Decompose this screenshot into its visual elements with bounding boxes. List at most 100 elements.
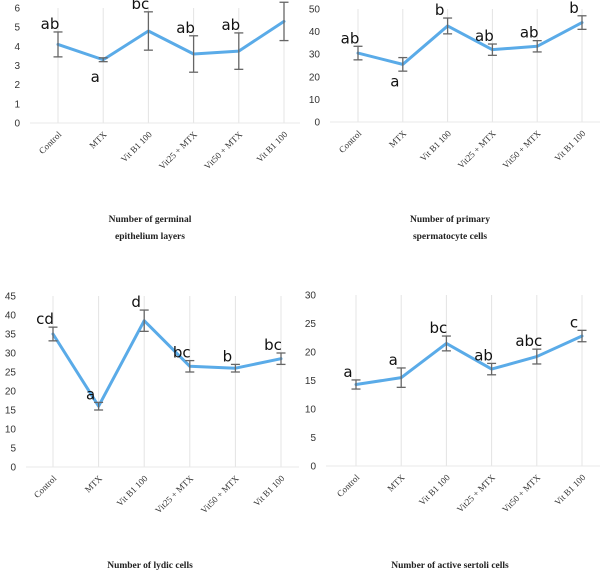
y-tick-label: 30 [5,349,17,360]
y-tick-label: 30 [309,50,321,61]
y-tick-label: 4 [14,42,20,53]
significance-label: b [223,347,233,365]
x-tick-label: Vit50 + MTX [199,473,241,515]
y-tick-label: 6 [14,4,20,15]
x-tick-label: Vit B1 100 [552,128,587,163]
y-tick-label: 40 [5,311,17,322]
y-tick-label: 3 [14,61,20,72]
x-tick-label: Control [32,473,59,500]
x-tick-label: Vit25 + MTX [456,128,498,170]
significance-label: bc [132,0,150,13]
y-tick-label: 0 [10,463,16,474]
significance-label: a [390,72,399,90]
x-tick-label: Vit B1 100 [418,128,453,163]
x-tick-label: Vit B1 100 [119,129,154,164]
significance-label: ab [341,29,360,47]
significance-label: a [343,363,352,381]
x-tick-label: Vit25 + MTX [455,472,497,514]
x-tick-label: Control [337,128,364,155]
y-tick-label: 20 [5,387,17,398]
x-tick-label: Vit B1 100 [417,472,452,507]
y-tick-label: 0 [14,119,20,130]
significance-label: ab [475,27,494,45]
chart-title: Number of lydic cells [0,558,300,575]
significance-label: b [435,1,445,19]
x-tick-label: Control [37,129,64,156]
x-tick-label: Vit50 + MTX [500,472,542,514]
x-tick-label: MTX [387,128,409,150]
chart-title-line: Number of germinal [108,215,192,225]
y-tick-label: 45 [5,292,17,303]
significance-label: a [91,68,100,86]
significance-label: ab [221,16,240,34]
y-tick-label: 50 [309,5,321,16]
chart-title-line: spermatocyte cells [412,232,488,242]
y-tick-label: 30 [305,291,317,302]
significance-label: bc [264,336,282,354]
significance-label: bc [430,319,448,337]
significance-label: d [131,293,141,311]
y-tick-label: 20 [309,72,321,83]
series-line [354,334,584,386]
y-tick-label: 15 [305,376,317,387]
x-tick-label: Vit25 + MTX [157,129,199,171]
chart-panel-active-sertoli-cells: 0 5 10 15 20 25 30 a a bc ab abc c Control MTX Vit B1 1… [300,290,600,580]
significance-label: ab [474,346,493,364]
chart-title-line: Number of lydic cells [107,561,193,571]
x-tick-label: Vit50 + MTX [501,128,543,170]
significance-label: cd [36,310,54,328]
y-tick-label: 1 [14,99,20,110]
y-tick-label: 2 [14,80,20,91]
chart-title: Number of primary spermatocyte cells [300,212,600,246]
y-tick-label: 10 [309,95,321,106]
chart-panel-lydic-cells: 0 5 10 15 20 25 30 35 40 45 cd a d bc b bc Control MTX Vit… [0,290,300,580]
x-tick-label: Vit B1 100 [254,129,289,164]
x-tick-label: Vit50 + MTX [202,129,244,171]
y-tick-label: 15 [5,406,17,417]
y-tick-label: 0 [310,462,316,473]
x-tick-label: MTX [83,473,105,495]
chart-title: Number of germinal epithelium layers [0,212,300,246]
chart-title: Number of active sertoli cells [300,558,600,575]
significance-label: ab [520,24,539,42]
significance-label: a [389,351,398,369]
significance-label: c [272,0,280,3]
y-tick-label: 10 [5,425,17,436]
chart-title-line: epithelium layers [115,232,185,242]
series-line [51,319,283,408]
significance-label: bc [173,344,191,362]
y-tick-label: 0 [314,118,320,129]
significance-label: c [570,313,578,331]
x-tick-label: MTX [385,472,407,494]
significance-label: ab [41,15,60,33]
x-tick-label: Vit B1 100 [115,473,150,508]
x-tick-label: Vit25 + MTX [153,473,195,515]
significance-label: ab [176,19,195,37]
series-line [356,21,584,66]
y-tick-label: 10 [305,405,317,416]
y-tick-label: 25 [5,368,17,379]
series-line [56,19,286,62]
x-tick-label: Vit B1 100 [552,472,587,507]
y-tick-label: 5 [14,23,20,34]
chart-title-line: Number of active sertoli cells [391,561,509,571]
y-tick-label: 25 [305,319,317,330]
chart-title-line: Number of primary [409,215,491,225]
chart-panel-primary-spermatocytes: 0 10 20 30 40 50 ab a b ab ab b Control MTX Vit B1 100… [300,0,600,290]
x-tick-label: Vit B1 100 [251,473,286,508]
significance-label: b [569,0,579,17]
x-tick-label: MTX [87,129,109,151]
y-tick-label: 5 [310,433,316,444]
y-tick-label: 35 [5,330,17,341]
y-tick-label: 5 [10,444,16,455]
y-tick-label: 20 [305,348,317,359]
y-tick-label: 40 [309,27,321,38]
chart-svg: 0 5 10 15 20 25 30 35 40 45 cd a d bc b bc Control MTX Vit… [5,292,299,515]
significance-label: a [86,385,95,403]
chart-svg: 0123456ababcababcControlMTXVit B1 100Vit… [14,0,300,171]
chart-panel-germinal-layers: 0123456ababcababcControlMTXVit B1 100Vit… [0,0,300,290]
significance-label: abc [515,332,542,350]
